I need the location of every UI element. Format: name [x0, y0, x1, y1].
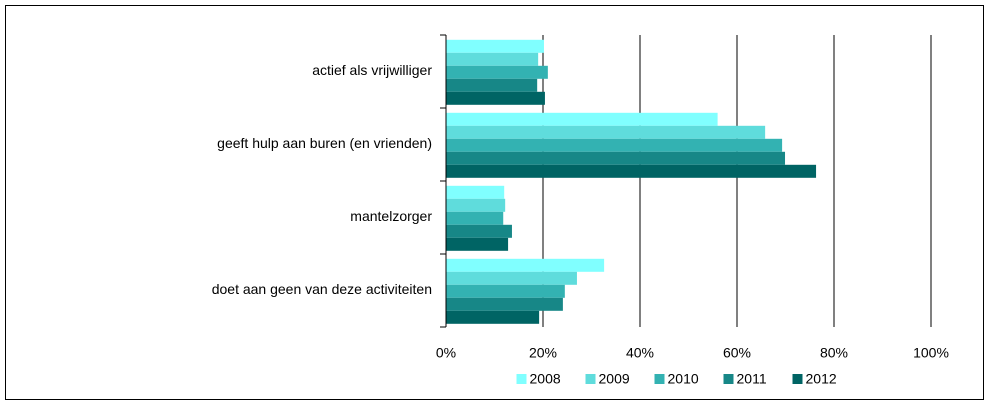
bar — [446, 185, 505, 199]
legend-label: 2012 — [806, 371, 837, 387]
x-tick-label: 20% — [529, 345, 557, 361]
bar — [446, 151, 786, 165]
legend-swatch — [585, 374, 596, 384]
bar — [446, 284, 565, 298]
legend-swatch — [654, 374, 665, 384]
legend-label: 2011 — [737, 371, 767, 387]
bar — [446, 297, 563, 311]
legend-swatch — [792, 374, 803, 384]
bar — [446, 65, 548, 79]
y-tick-label: mantelzorger — [350, 208, 432, 224]
bar — [446, 164, 817, 178]
bar — [446, 237, 509, 251]
bar — [446, 258, 605, 272]
legend-label: 2008 — [530, 371, 561, 387]
bar — [446, 112, 718, 126]
y-tick-label: geeft hulp aan buren (en vrienden) — [217, 135, 432, 151]
bar — [446, 138, 783, 152]
bar — [446, 310, 540, 324]
bar — [446, 271, 577, 285]
legend-label: 2009 — [599, 371, 630, 387]
legend-label: 2010 — [668, 371, 699, 387]
legend-swatch — [516, 374, 527, 384]
bar — [446, 211, 504, 225]
bar — [446, 39, 544, 53]
x-tick-label: 80% — [820, 345, 848, 361]
bar — [446, 224, 512, 238]
bar — [446, 52, 539, 66]
legend-swatch — [723, 374, 734, 384]
bar — [446, 125, 766, 139]
bar — [446, 198, 506, 212]
y-tick-label: actief als vrijwilliger — [312, 62, 432, 78]
x-tick-label: 40% — [626, 345, 654, 361]
bar — [446, 91, 545, 105]
y-tick-label: doet aan geen van deze activiteiten — [212, 281, 432, 297]
x-tick-label: 60% — [723, 345, 751, 361]
x-tick-label: 0% — [436, 345, 456, 361]
bar — [446, 78, 538, 92]
x-tick-label: 100% — [913, 345, 949, 361]
